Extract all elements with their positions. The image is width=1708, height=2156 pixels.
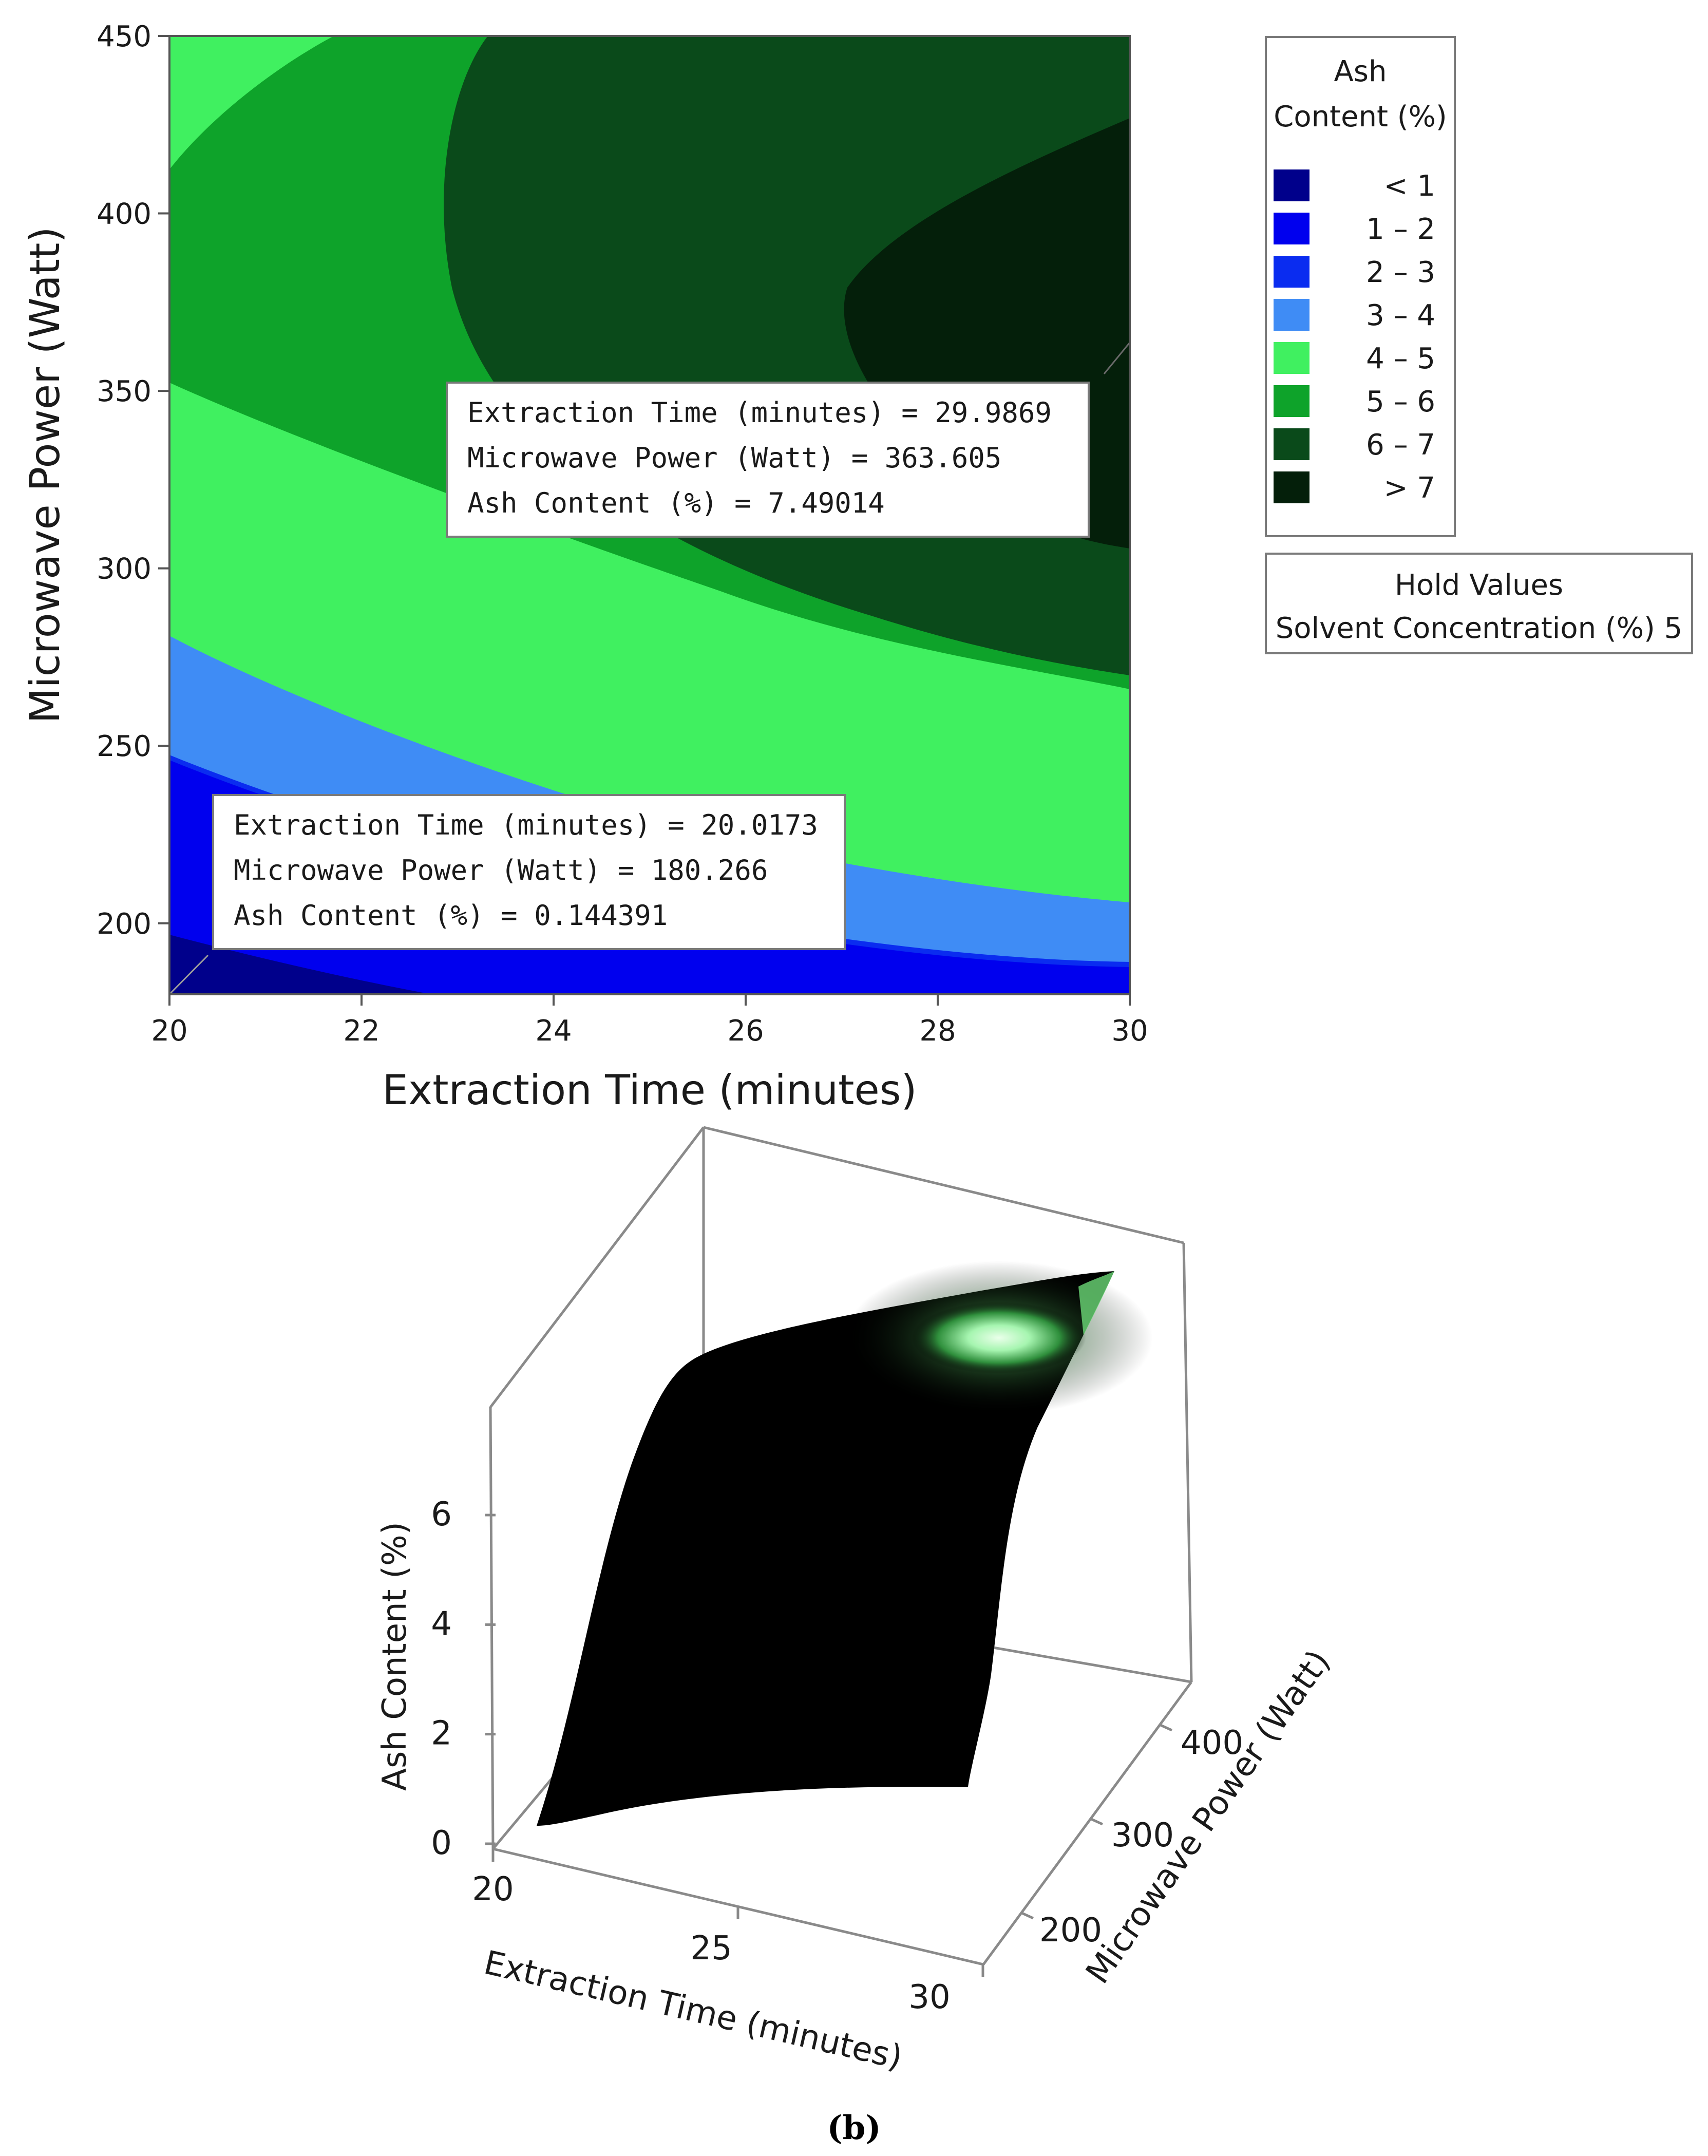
x-tick-label: 22	[343, 1014, 379, 1048]
hold-values-box	[1265, 553, 1693, 654]
legend-swatch	[1274, 471, 1310, 503]
frame-right-vertical	[1182, 1242, 1193, 1682]
annotation-upper: Extraction Time (minutes) = 29.9869 Micr…	[446, 382, 1090, 538]
legend: Ash Content (%) < 1 1 – 2 2 – 3 3 – 4 4 – 5 5…	[1265, 36, 1456, 537]
annotation-upper-line-1: Extraction Time (minutes) = 29.9869	[467, 396, 1052, 429]
legend-label: 1 – 2	[1366, 213, 1435, 246]
annotation-upper-box	[446, 382, 1090, 538]
contour-plot: 20 22 24 26 28 30 200 250 300 350 400 450 Extracti…	[21, 20, 1693, 1114]
legend-label: > 7	[1384, 471, 1435, 505]
contour-plot-frame	[168, 35, 1131, 995]
annotation-lower-line-2: Microwave Power (Watt) = 180.266	[234, 854, 768, 886]
y-tick-label: 200	[97, 907, 151, 941]
hold-values-title: Hold Values	[1395, 569, 1563, 602]
frame-top-left-edge	[489, 1126, 705, 1408]
region-4-5-corner	[169, 36, 334, 169]
legend-title-line-1: Ash	[1334, 55, 1387, 88]
z-axis: Ash Content (%) 0 2 4 6	[376, 1496, 496, 1862]
surface-y-tick-mark	[1021, 1912, 1034, 1920]
legend-label: 6 – 7	[1366, 428, 1435, 462]
legend-swatch	[1274, 428, 1310, 460]
y-axis-title: Microwave Power (Watt)	[21, 226, 69, 723]
surface-y-tick-label: 400	[1181, 1724, 1243, 1762]
legend-label: 4 – 5	[1366, 342, 1435, 375]
annotation-lower-line-3: Ash Content (%) = 0.144391	[234, 899, 668, 932]
surface-y-tick-mark	[1090, 1818, 1104, 1826]
surface-highlight	[912, 1302, 1086, 1374]
x-tick-label: 30	[1111, 1014, 1148, 1048]
y-tick-label: 400	[97, 198, 151, 231]
z-tick-label: 0	[431, 1824, 452, 1862]
surface-y-tick-label: 200	[1039, 1912, 1102, 1950]
y-tick-label: 300	[97, 553, 151, 586]
surface-x-tick-label: 25	[690, 1930, 732, 1968]
region-lt-1	[169, 935, 431, 994]
annotation-lower-box	[212, 794, 846, 950]
surface-edge-highlight	[1078, 1271, 1114, 1335]
annotation-upper-line-3: Ash Content (%) = 7.49014	[467, 487, 885, 519]
frame-top-back-edge	[703, 1126, 1184, 1244]
x-tick-label: 24	[535, 1014, 572, 1048]
annotation-lower: Extraction Time (minutes) = 20.0173 Micr…	[212, 794, 846, 950]
frame-left-vertical	[489, 1407, 495, 1849]
legend-swatch	[1274, 385, 1310, 417]
x-tick-label: 28	[919, 1014, 956, 1048]
x-tick-label: 26	[727, 1014, 764, 1048]
legend-label: < 1	[1384, 169, 1435, 203]
surface-x-tick-label: 30	[908, 1978, 950, 2016]
y-tick-label: 450	[97, 20, 151, 53]
point-leader-lower	[169, 954, 209, 994]
hold-values: Hold Values Solvent Concentration (%) 5	[1265, 553, 1693, 654]
point-leader-upper	[1103, 342, 1130, 374]
legend-label: 3 – 4	[1366, 299, 1435, 332]
legend-swatch	[1274, 256, 1310, 288]
y-axis: 200 250 300 350 400 450	[97, 20, 169, 941]
legend-title-line-2: Content (%)	[1274, 100, 1447, 134]
x-tick-label: 20	[151, 1014, 187, 1048]
frame-floor-right	[982, 1681, 1193, 1965]
surface-y-tick-label: 300	[1111, 1817, 1174, 1855]
x-axis-title: Extraction Time (minutes)	[382, 1066, 917, 1114]
legend-swatch	[1274, 169, 1310, 201]
surface-y-tick-mark	[1160, 1724, 1173, 1732]
annotation-lower-line-1: Extraction Time (minutes) = 20.0173	[234, 809, 818, 841]
legend-label: 5 – 6	[1366, 385, 1435, 419]
legend-swatch	[1274, 342, 1310, 374]
z-tick-label: 2	[431, 1715, 452, 1753]
y-tick-label: 350	[97, 375, 151, 408]
x-axis: 20 22 24 26 28 30	[151, 994, 1148, 1048]
hold-values-text: Solvent Concentration (%) 5	[1276, 612, 1683, 645]
y-tick-label: 250	[97, 730, 151, 763]
legend-label: 2 – 3	[1366, 256, 1435, 289]
z-axis-title: Ash Content (%)	[376, 1522, 414, 1791]
annotation-upper-line-2: Microwave Power (Watt) = 363.605	[467, 442, 1001, 474]
figure-caption: (b)	[827, 2109, 881, 2147]
legend-swatch	[1274, 299, 1310, 331]
surface-x-tick-label: 20	[472, 1870, 514, 1908]
z-tick-label: 6	[431, 1496, 452, 1534]
legend-swatch	[1274, 213, 1310, 244]
legend-items: < 1 1 – 2 2 – 3 3 – 4 4 – 5 5 – 6 6 – 7 > 7	[1274, 169, 1435, 505]
z-tick-label: 4	[431, 1605, 452, 1643]
